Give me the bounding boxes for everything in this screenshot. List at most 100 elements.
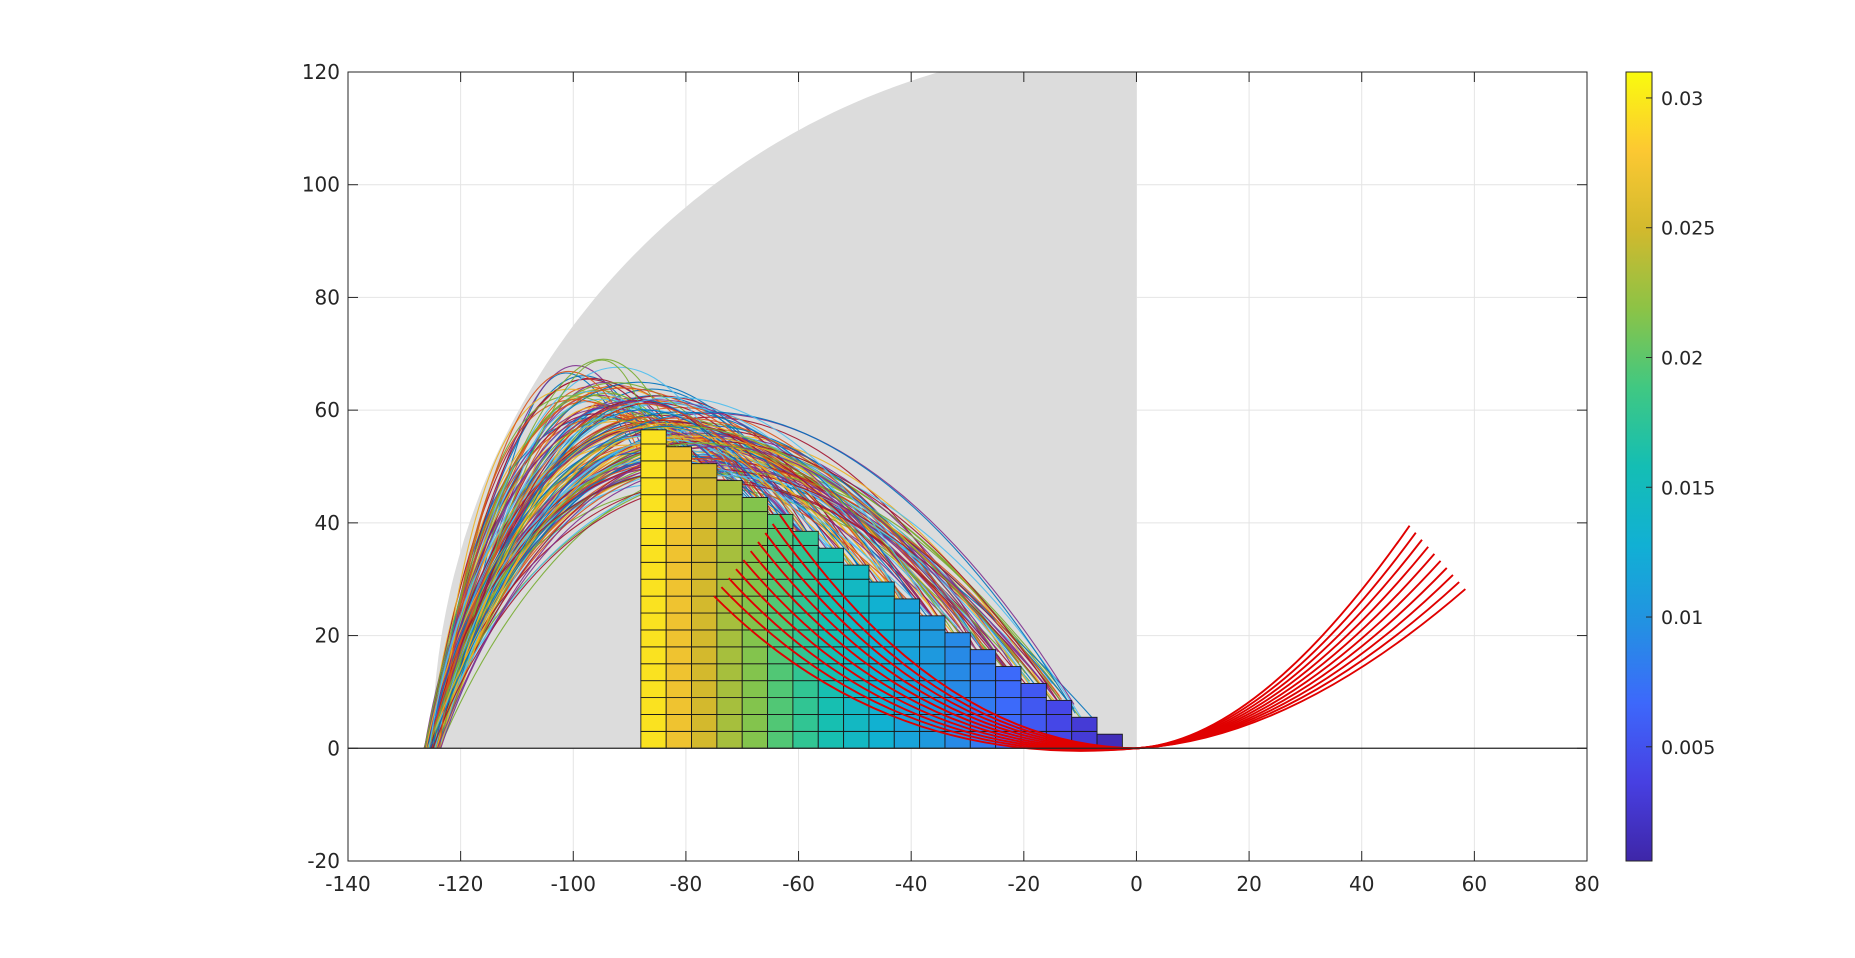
- y-tick-label: -20: [307, 849, 340, 873]
- heatmap-cell: [741, 528, 769, 546]
- heatmap-cell: [767, 578, 794, 597]
- y-tick-label: 40: [315, 511, 340, 535]
- heatmap-cell: [640, 646, 667, 665]
- heatmap-cell: [767, 730, 794, 749]
- x-tick-label: -80: [670, 872, 703, 896]
- heatmap-cell: [767, 528, 794, 546]
- heatmap-cell: [792, 714, 819, 732]
- heatmap-cell: [817, 714, 845, 732]
- trajectory-curve: [425, 428, 833, 749]
- heatmap-cell: [640, 544, 667, 563]
- heatmap-cell: [691, 463, 718, 479]
- heatmap-cell: [1071, 716, 1098, 732]
- colorbar-tick-label: 0.005: [1661, 737, 1715, 759]
- heatmap-cell: [893, 612, 921, 631]
- heatmap-cell: [665, 663, 692, 682]
- heatmap-cell: [640, 697, 667, 715]
- trajectory-curve: [430, 440, 1081, 749]
- heatmap-cell: [640, 629, 667, 648]
- heatmap-cell: [792, 730, 819, 749]
- heatmap-cell: [716, 730, 743, 749]
- colorbar-tick-label: 0.03: [1661, 88, 1703, 110]
- heatmap-cell: [665, 578, 692, 597]
- heatmap-cell: [691, 511, 718, 529]
- y-tick-label: 120: [302, 60, 340, 84]
- heatmap-cell: [792, 680, 819, 699]
- y-tick-label: 100: [302, 173, 340, 197]
- heatmap-cell: [741, 646, 769, 665]
- trajectory-curve: [429, 425, 790, 749]
- heatmap-cell: [640, 612, 667, 631]
- heatmap-cell: [665, 714, 692, 732]
- heatmap-cell: [741, 730, 769, 749]
- heatmap-cell: [893, 730, 921, 749]
- y-tick-label: 60: [315, 398, 340, 422]
- heatmap-cell: [716, 494, 743, 513]
- heatmap-cell: [640, 714, 667, 732]
- x-tick-label: -100: [551, 872, 596, 896]
- heatmap-cell: [665, 446, 692, 462]
- trajectory-curve: [426, 411, 1076, 749]
- trajectory-curve: [434, 459, 1004, 749]
- heatmap-cell: [691, 730, 718, 749]
- x-tick-label: 40: [1349, 872, 1374, 896]
- heatmap-cell: [919, 629, 946, 648]
- heatmap-cell: [640, 663, 667, 682]
- heatmap-cell: [665, 730, 692, 749]
- heatmap-cell: [741, 561, 769, 580]
- heatmap-cell: [817, 697, 845, 715]
- heatmap-cell: [691, 561, 718, 580]
- x-tick-label: 80: [1574, 872, 1599, 896]
- heatmap-cell: [767, 680, 794, 699]
- heatmap-cell: [640, 595, 667, 614]
- heatmap-cell: [767, 714, 794, 732]
- axes: [347, 71, 1588, 862]
- heatmap-cell: [665, 528, 692, 546]
- x-tick-label: -120: [438, 872, 483, 896]
- heatmap-cell: [1045, 699, 1073, 715]
- colorbar-gradient: [1625, 71, 1653, 862]
- heatmap-cell: [691, 680, 718, 699]
- heatmap-cell: [944, 646, 971, 665]
- heatmap-cell: [843, 730, 870, 749]
- heatmap-cell: [969, 697, 997, 715]
- heatmap-cell: [1045, 714, 1073, 732]
- heatmap-cell: [767, 663, 794, 682]
- heatmap-cell: [868, 581, 895, 597]
- heatmap-cell: [691, 494, 718, 513]
- heatmap-cell: [868, 714, 895, 732]
- heatmap-cell: [995, 666, 1022, 682]
- heatmap-cell: [640, 561, 667, 580]
- heatmap-cell: [1020, 683, 1047, 699]
- y-tick-label: 20: [315, 624, 340, 648]
- heatmap-cell: [640, 528, 667, 546]
- x-tick-label: 0: [1130, 872, 1143, 896]
- heatmap-cell: [741, 680, 769, 699]
- heatmap-cell: [716, 714, 743, 732]
- trajectory-curve: [426, 437, 818, 749]
- heatmap-cell: [716, 544, 743, 563]
- colorbar-tick-label: 0.01: [1661, 607, 1703, 629]
- heatmap-cell: [665, 646, 692, 665]
- heatmap-cell: [944, 663, 971, 682]
- heatmap-cell: [716, 480, 743, 496]
- heatmap-cell: [640, 443, 667, 462]
- y-tick-label: 80: [315, 285, 340, 309]
- heatmap-cell: [868, 730, 895, 749]
- heatmap-cell: [919, 646, 946, 665]
- heatmap-cell: [716, 612, 743, 631]
- heatmap-cell: [868, 595, 895, 614]
- heatmap-cell: [640, 477, 667, 496]
- heatmap-cell: [843, 714, 870, 732]
- heatmap-cell: [792, 544, 819, 563]
- heatmap-cell: [665, 460, 692, 479]
- heatmap-cell: [691, 697, 718, 715]
- heatmap-cell: [716, 629, 743, 648]
- heatmap-cell: [741, 497, 769, 513]
- heatmap-cell: [741, 697, 769, 715]
- trajectory-curve: [428, 396, 923, 749]
- trajectory-curve: [425, 358, 677, 749]
- heatmap-cell: [716, 646, 743, 665]
- heatmap-cell: [665, 595, 692, 614]
